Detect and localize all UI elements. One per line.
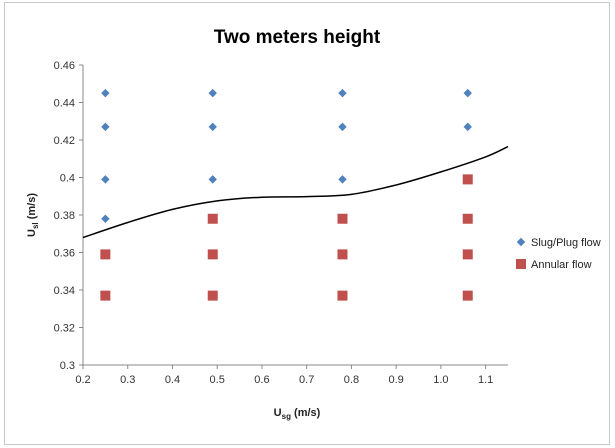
slug-plug-point [101,175,110,184]
annular-point [207,290,218,301]
y-axis-title-main: U [26,229,38,237]
slug-plug-point [338,175,347,184]
y-tick-label: 0.36 [54,248,75,260]
annular-point [462,174,473,185]
annular-point [337,290,348,301]
slug-plug-point [463,88,472,98]
y-tick-label: 0.3 [60,360,75,372]
x-axis-title: Usg (m/s) [274,407,321,421]
x-tick-label: 0.2 [75,374,90,386]
y-tick-label: 0.34 [54,285,75,297]
annular-point [337,249,348,260]
slug-plug-point [208,175,217,184]
legend-label: Annular flow [531,259,592,271]
data-points-layer [100,88,473,301]
annular-point [462,213,473,224]
legend-diamond-icon [516,237,526,247]
x-tick-label: 1.1 [478,374,493,386]
x-tick-label: 0.9 [389,374,404,386]
chart-area: Two meters height 0.3 0.32 0.34 0.36 0.38 0.4… [4,2,610,445]
y-axis-title-unit: (m/s) [26,193,38,223]
annular-point [100,290,111,301]
annular-point [462,249,473,260]
x-tick-labels: 0.2 0.3 0.4 0.5 0.6 0.7 0.8 0.9 1.0 1.1 [75,365,493,386]
y-tick-label: 0.4 [60,173,75,185]
x-tick-label: 0.7 [299,374,314,386]
boundary-curve-layer [82,145,509,239]
annular-point [100,249,111,260]
legend-square-icon [516,259,526,269]
slug-plug-point [463,122,472,132]
y-axis-title-sub: sl [31,222,40,229]
x-axis-title-unit: (m/s) [291,407,321,419]
slug-plug-point [101,122,110,132]
annular-point [462,290,473,301]
y-tick-label: 0.44 [54,98,75,110]
scatter-chart: Two meters height 0.3 0.32 0.34 0.36 0.38 0.4… [26,27,601,421]
plot-axes [82,65,508,366]
annular-point [207,249,218,260]
slug-plug-point [208,88,217,98]
y-tick-label: 0.32 [54,323,75,335]
x-axis-title-sub: sg [282,412,291,421]
x-tick-label: 1.0 [433,374,448,386]
x-tick-label: 0.4 [165,374,180,386]
slug-plug-point [101,88,110,98]
legend: Slug/Plug flow Annular flow [516,237,601,271]
boundary-curve [82,145,509,239]
slug-plug-point [101,214,110,223]
y-axis-title: Usl (m/s) [26,193,40,237]
y-tick-label: 0.38 [54,210,75,222]
x-tick-label: 0.5 [210,374,225,386]
x-tick-label: 0.3 [120,374,135,386]
x-axis-title-main: U [274,407,282,419]
y-tick-label: 0.46 [54,60,75,72]
x-tick-label: 0.6 [254,374,269,386]
slug-plug-point [208,122,217,132]
chart-title: Two meters height [214,27,381,48]
annular-point [207,213,218,224]
y-tick-label: 0.42 [54,135,75,147]
slug-plug-point [338,122,347,132]
slug-plug-point [338,88,347,98]
y-tick-labels: 0.3 0.32 0.34 0.36 0.38 0.4 0.42 0.44 0.46 [54,60,83,372]
x-tick-label: 0.8 [344,374,359,386]
annular-point [337,213,348,224]
legend-label: Slug/Plug flow [531,237,601,249]
